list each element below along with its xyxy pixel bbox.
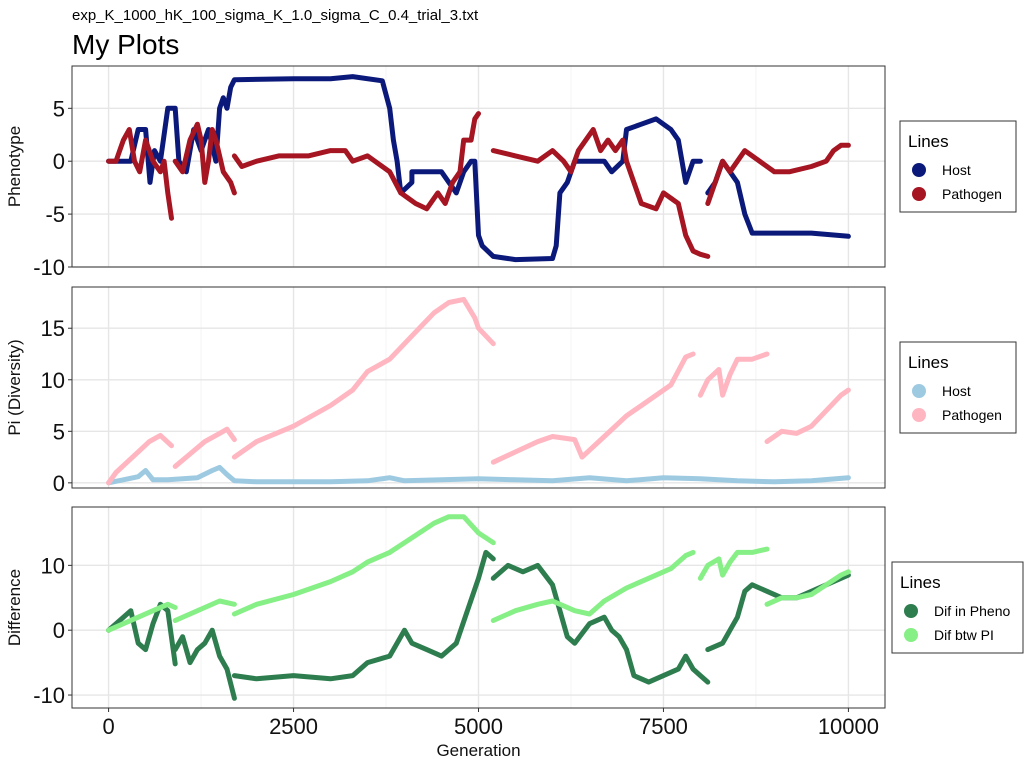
series-line-pathogen (490, 127, 711, 259)
y-tick-label: 0 (53, 471, 65, 496)
legend-label-pathogen: Pathogen (942, 407, 1002, 423)
legend-key-dif-btw-pi (904, 628, 918, 642)
y-tick-label: 5 (53, 96, 65, 121)
legend-title: Lines (908, 353, 949, 372)
y-axis-title: Difference (5, 569, 24, 646)
legend-key-pathogen (912, 187, 926, 201)
y-tick-label: 0 (53, 149, 65, 174)
series-line-dif-btw-pi (490, 549, 696, 623)
y-tick-label: -10 (33, 683, 65, 708)
series-line-host (106, 464, 851, 486)
plot-border (71, 286, 886, 489)
y-tick-label: 10 (41, 368, 65, 393)
series-line-pathogen (231, 111, 481, 212)
series-line-dif-btw-pi (764, 569, 851, 607)
legend-label-dif-btw-pi: Dif btw PI (934, 627, 994, 643)
series-line-pathogen (705, 142, 851, 206)
y-tick-label: -5 (45, 202, 65, 227)
series-line-dif-btw-pi (697, 546, 770, 581)
x-tick-label: 10000 (818, 714, 879, 739)
legend-key-host (912, 163, 926, 177)
series-line-pathogen (106, 127, 174, 221)
legend-key-host (912, 384, 926, 398)
legend-label-host: Host (942, 383, 971, 399)
difference-panel: 10 0 -10 Difference Lines Dif in Pheno Dif btw… (5, 506, 1024, 709)
x-axis: 0 2500 5000 7500 10000 (102, 708, 879, 739)
x-tick-label: 7500 (639, 714, 688, 739)
series-line-dif-in-pheno (490, 562, 711, 685)
y-tick-label: 5 (53, 419, 65, 444)
legend-label-host: Host (942, 162, 971, 178)
series-line-pathogen (231, 296, 496, 460)
y-tick-label: 0 (53, 618, 65, 643)
series-line-dif-in-pheno (106, 601, 178, 667)
legend: Lines Host Pathogen (899, 120, 1017, 213)
series-line-pathogen (172, 121, 237, 196)
series-line-dif-in-pheno (172, 627, 237, 701)
legend-key-dif-in-pheno (904, 604, 918, 618)
legend: Lines Host Pathogen (899, 341, 1017, 434)
x-tick-label: 5000 (454, 714, 503, 739)
legend-key-pathogen (912, 408, 926, 422)
series-line-pathogen (697, 351, 770, 398)
legend-label-pathogen: Pathogen (942, 186, 1002, 202)
diversity-panel: 0 5 10 15 Pi (Diversity) Lines Host Pathogen (5, 286, 1017, 496)
plot-border (71, 65, 886, 268)
series-line-dif-btw-pi (231, 514, 496, 617)
y-tick-label: 10 (41, 553, 65, 578)
series-line-dif-btw-pi (106, 601, 178, 633)
x-axis-title: Generation (436, 741, 520, 760)
series-line-pathogen (172, 426, 237, 469)
series-line-dif-in-pheno (231, 549, 496, 682)
legend-label-dif-in-pheno: Dif in Pheno (934, 603, 1010, 619)
figure-subtitle: exp_K_1000_hK_100_sigma_K_1.0_sigma_C_0.… (72, 7, 479, 24)
series-line-pathogen (106, 432, 174, 486)
series-line-pathogen (490, 351, 696, 465)
x-tick-label: 0 (102, 714, 114, 739)
y-axis-title: Pi (Diversity) (5, 339, 24, 435)
legend: Lines Dif in Pheno Dif btw PI (891, 561, 1024, 654)
legend-title: Lines (908, 132, 949, 151)
y-tick-label: -10 (33, 255, 65, 280)
phenotype-panel: 5 0 -5 -10 Phenotype Lines Host Pathogen (5, 65, 1017, 280)
series-line-pathogen (764, 387, 851, 445)
legend-title: Lines (900, 573, 941, 592)
series-line-host (106, 74, 703, 263)
series-line-dif-btw-pi (172, 598, 237, 623)
figure-title: My Plots (72, 29, 179, 60)
x-tick-label: 2500 (269, 714, 318, 739)
y-axis-title: Phenotype (5, 126, 24, 207)
y-tick-label: 15 (41, 316, 65, 341)
